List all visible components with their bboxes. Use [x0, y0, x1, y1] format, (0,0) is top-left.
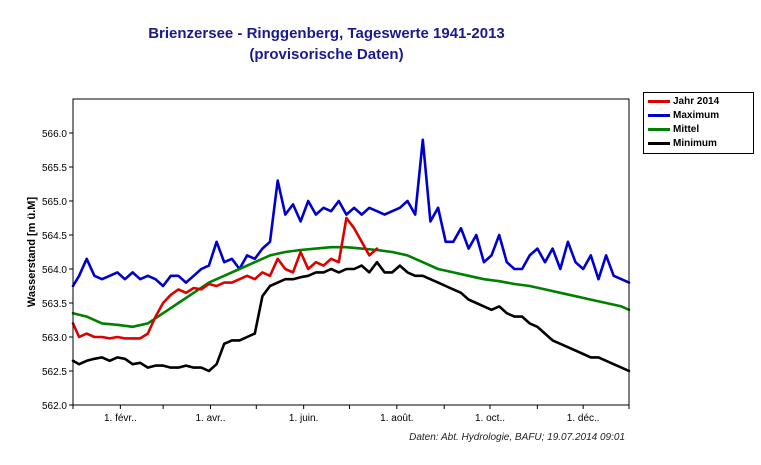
series-line-mittel — [71, 245, 631, 329]
y-tick-label: 564.0 — [42, 265, 67, 276]
legend-item-jahr-2014: Jahr 2014 — [648, 95, 719, 108]
x-tick-label: 1. déc.. — [567, 413, 600, 424]
legend-swatch — [648, 100, 670, 103]
legend-swatch — [648, 128, 670, 131]
series-line-minimum — [71, 260, 631, 373]
y-tick-label: 563.5 — [42, 299, 67, 310]
x-tick-label: 1. févr.. — [104, 413, 137, 424]
legend-swatch — [648, 142, 670, 145]
series-line-jahr-2014 — [71, 216, 379, 340]
plot-frame — [72, 98, 630, 406]
data-credit: Daten: Abt. Hydrologie, BAFU; 19.07.2014… — [409, 432, 625, 443]
x-tick-label: 1. avr.. — [195, 413, 225, 424]
legend-label: Maximum — [673, 110, 720, 121]
legend-label: Jahr 2014 — [673, 96, 720, 107]
x-tick-label: 1. juin. — [289, 413, 318, 424]
y-axis-label: Wasserstand [m ü.M] — [26, 197, 38, 308]
y-tick-label: 562.0 — [42, 401, 67, 412]
y-tick-label: 562.5 — [42, 367, 67, 378]
y-tick-label: 564.5 — [42, 231, 67, 242]
y-tick-label: 566.0 — [42, 129, 67, 140]
legend-label: Minimum — [673, 138, 717, 149]
y-tick-label: 565.0 — [42, 197, 67, 208]
legend: Jahr 2014 Maximum Mittel Minimum — [643, 92, 754, 154]
y-tick-label: 563.0 — [42, 333, 67, 344]
chart-title: Brienzersee - Ringgenberg, Tageswerte 19… — [148, 25, 505, 42]
series-layer — [71, 138, 631, 373]
legend-item-minimum: Minimum — [648, 137, 717, 150]
series-line-maximum — [71, 138, 631, 288]
legend-item-mittel: Mittel — [648, 123, 699, 136]
x-tick-label: 1. oct.. — [475, 413, 505, 424]
axis-ticks: 562.0 562.5 563.0 563.5 564.0 564.5 565.0 565.5… — [42, 129, 630, 424]
legend-label: Mittel — [673, 124, 700, 135]
y-tick-label: 565.5 — [42, 163, 67, 174]
chart-subtitle: (provisorische Daten) — [249, 46, 404, 63]
legend-swatch — [648, 114, 670, 117]
legend-item-maximum: Maximum — [648, 109, 719, 122]
x-tick-label: 1. août. — [380, 413, 413, 424]
